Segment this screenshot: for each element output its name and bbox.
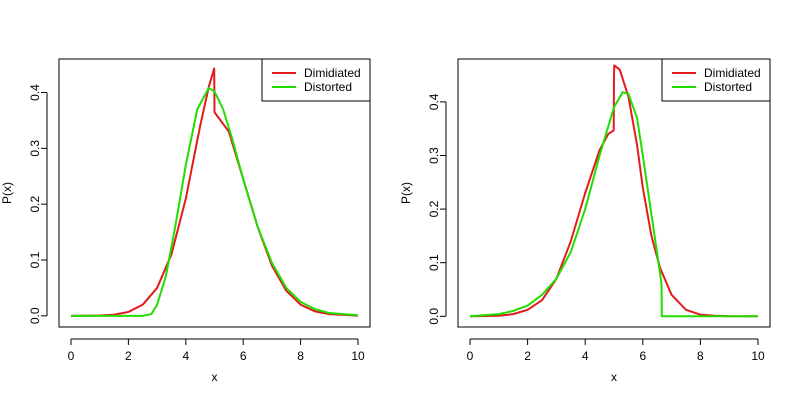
legend-box [661,58,771,102]
y-tick-label: 0.1 [427,254,441,271]
x-axis-label: x [611,370,617,384]
legend-label: Distorted [304,80,352,94]
x-tick-label: 8 [297,349,304,363]
x-tick-label: 4 [582,349,589,363]
y-tick-label: 0.0 [427,308,441,325]
x-tick-label: 8 [697,349,704,363]
series-line-distorted [469,91,758,318]
y-tick-label: 0.1 [28,251,42,268]
series-line-dimidiated [70,67,359,317]
y-tick-label: 0.2 [28,196,42,213]
legend-label: Distorted [704,80,752,94]
plot-frame [457,58,771,328]
y-tick-label: 0.2 [427,200,441,217]
legend-label: Dimidiated [304,66,361,80]
y-axis-label: P(x) [0,182,14,204]
x-tick-label: 2 [125,349,132,363]
x-tick-label: 10 [751,349,765,363]
y-tick-label: 0.4 [28,84,42,101]
y-tick-label: 0.3 [28,140,42,157]
left-panel: 0 2 4 6 8 10 x 0.0 0.1 0.2 0.3 0.4 P(x) DimidiatedDis… [0,58,371,384]
x-tick-label: 2 [524,349,531,363]
x-tick-label: 0 [68,349,75,363]
y-tick-label: 0.3 [427,147,441,164]
y-tick-label: 0.0 [28,307,42,324]
x-tick-label: 0 [467,349,474,363]
x-tick-label: 10 [351,349,365,363]
legend-label: Dimidiated [704,66,761,80]
x-tick-label: 4 [182,349,189,363]
x-tick-label: 6 [240,349,247,363]
plot-frame [58,58,371,328]
right-panel: 0 2 4 6 8 10 x 0.0 0.1 0.2 0.3 0.4 P(x) DimidiatedDis… [399,58,771,384]
legend-box [261,58,371,102]
x-axis-label: x [212,370,218,384]
series-line-dimidiated [469,64,759,318]
series-line-distorted [71,87,359,317]
x-tick-label: 6 [639,349,646,363]
y-tick-label: 0.4 [427,93,441,110]
y-axis-label: P(x) [399,182,413,204]
